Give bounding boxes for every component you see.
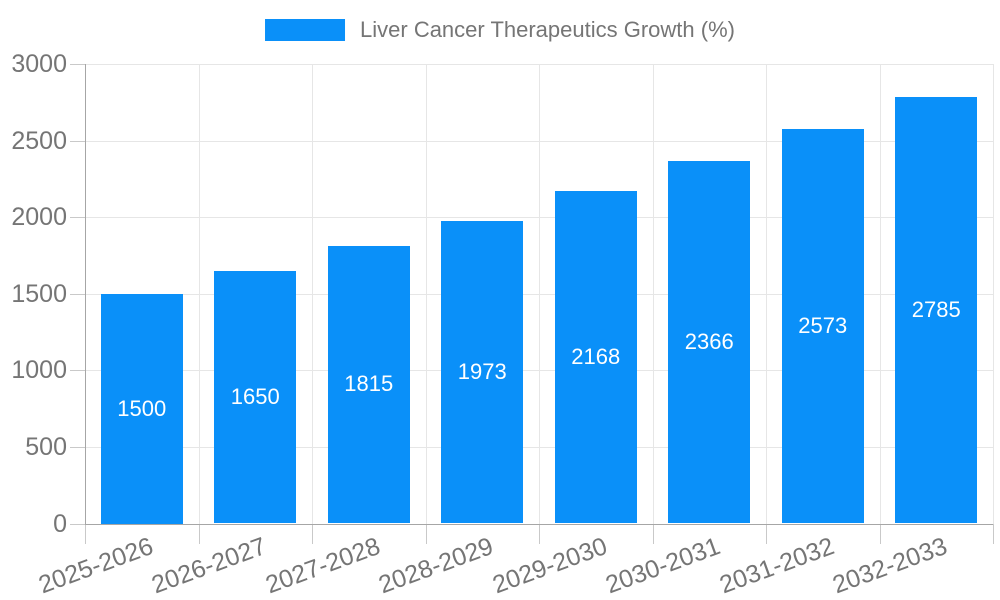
bar-value-label: 2168 [571, 344, 621, 370]
bar[interactable]: 2366 [668, 161, 751, 524]
bar-value-label: 1500 [117, 395, 167, 421]
bar-value-label: 2785 [911, 297, 961, 323]
y-axis-tick [70, 64, 85, 65]
x-axis-line [85, 523, 993, 525]
bar-value-label: 1815 [344, 371, 394, 397]
y-tick-label: 0 [53, 509, 67, 538]
y-axis-tick [70, 140, 85, 142]
x-axis-tick [652, 523, 654, 544]
bar-value-label: 2366 [684, 329, 734, 355]
x-axis-tick [425, 523, 427, 544]
x-axis-tick [198, 523, 200, 544]
y-tick-label: 500 [25, 432, 67, 461]
bar[interactable]: 1973 [441, 221, 524, 524]
x-axis-tick [539, 523, 540, 544]
y-axis-tick [70, 293, 85, 295]
gridline-vertical [425, 64, 427, 524]
bar[interactable]: 1815 [327, 245, 410, 524]
gridline-vertical [198, 64, 200, 524]
y-tick-label: 2000 [11, 203, 67, 232]
y-tick-label: 1000 [11, 356, 67, 385]
y-tick-label: 1500 [11, 279, 67, 308]
gridline-vertical [312, 64, 313, 524]
x-axis-tick [85, 523, 86, 544]
bar[interactable]: 2785 [895, 96, 978, 524]
gridline-vertical [766, 64, 767, 524]
y-axis-tick [70, 217, 85, 219]
bar-value-label: 1973 [457, 359, 507, 385]
x-axis-tick [312, 523, 313, 544]
bar[interactable]: 1500 [100, 293, 183, 524]
bar[interactable]: 2573 [781, 129, 864, 524]
y-axis-tick [70, 370, 85, 372]
legend-label: Liver Cancer Therapeutics Growth (%) [360, 17, 735, 42]
x-axis-tick [879, 523, 881, 544]
gridline-vertical [652, 64, 654, 524]
gridline-vertical [993, 64, 994, 524]
legend-swatch [265, 19, 346, 41]
y-tick-label: 3000 [11, 50, 67, 78]
x-axis-tick [766, 523, 767, 544]
x-axis-tick [993, 523, 994, 544]
y-axis-line [85, 64, 86, 524]
gridline-vertical [539, 64, 540, 524]
bar-value-label: 2573 [798, 313, 848, 339]
bar[interactable]: 2168 [554, 191, 637, 524]
y-axis-tick [70, 446, 85, 448]
gridline-vertical [879, 64, 881, 524]
legend[interactable]: Liver Cancer Therapeutics Growth (%) [265, 17, 735, 43]
y-axis-tick [70, 523, 85, 525]
bar[interactable]: 1650 [214, 270, 297, 524]
bar-value-label: 1650 [230, 384, 280, 410]
y-tick-label: 2500 [11, 126, 67, 155]
